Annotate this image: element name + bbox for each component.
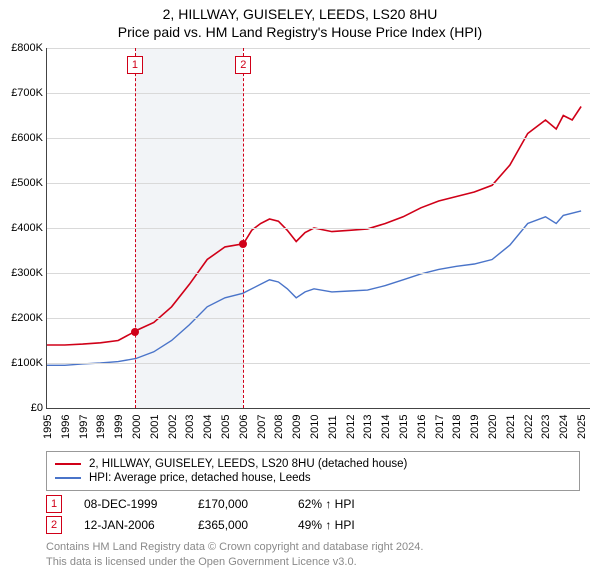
x-tick-label: 2005 [220,415,232,439]
x-tick-label: 2019 [469,415,481,439]
y-tick-label: £200K [3,312,43,324]
series-hpi [47,211,581,365]
x-tick-label: 2010 [309,415,321,439]
x-axis-ticks: 1995199619971998199920002001200220032004… [46,409,590,449]
footer-attribution: Contains HM Land Registry data © Crown c… [46,540,580,570]
sale-date: 08-DEC-1999 [84,497,176,511]
footer-line: This data is licensed under the Open Gov… [46,555,580,570]
event-marker-box: 1 [127,56,143,74]
sales-table: 1 08-DEC-1999 £170,000 62% ↑ HPI 2 12-JA… [46,495,580,534]
sale-dot [239,240,247,248]
x-tick-label: 1997 [78,415,90,439]
y-tick-label: £300K [3,267,43,279]
x-tick-label: 1999 [113,415,125,439]
x-tick-label: 2022 [523,415,535,439]
sale-marker-box: 2 [46,516,62,534]
x-tick-label: 2017 [434,415,446,439]
x-tick-label: 2018 [451,415,463,439]
chart-container: 2, HILLWAY, GUISELEY, LEEDS, LS20 8HU Pr… [0,0,600,570]
x-tick-label: 2007 [256,415,268,439]
chart-title: 2, HILLWAY, GUISELEY, LEEDS, LS20 8HU [0,6,600,22]
x-tick-label: 1996 [60,415,72,439]
x-tick-label: 2023 [540,415,552,439]
sale-price: £170,000 [198,497,276,511]
chart-subtitle: Price paid vs. HM Land Registry's House … [0,24,600,40]
legend-swatch-property [55,463,81,465]
x-tick-label: 1998 [95,415,107,439]
plot-area: £0£100K£200K£300K£400K£500K£600K£700K£80… [46,48,590,409]
x-tick-label: 2001 [149,415,161,439]
x-tick-label: 2006 [238,415,250,439]
x-tick-label: 2020 [487,415,499,439]
y-tick-label: £100K [3,357,43,369]
y-tick-label: £700K [3,87,43,99]
x-tick-label: 2025 [576,415,588,439]
legend-label-property: 2, HILLWAY, GUISELEY, LEEDS, LS20 8HU (d… [89,458,407,470]
sale-delta: 49% ↑ HPI [298,518,355,532]
x-tick-label: 2014 [380,415,392,439]
sale-date: 12-JAN-2006 [84,518,176,532]
event-marker-box: 2 [235,56,251,74]
x-tick-label: 2008 [273,415,285,439]
legend-box: 2, HILLWAY, GUISELEY, LEEDS, LS20 8HU (d… [46,451,580,491]
sale-dot [131,328,139,336]
x-tick-label: 2000 [131,415,143,439]
legend-row: HPI: Average price, detached house, Leed… [55,472,571,484]
x-tick-label: 2015 [398,415,410,439]
event-line [135,48,136,408]
x-tick-label: 2021 [505,415,517,439]
x-tick-label: 2003 [184,415,196,439]
sale-price: £365,000 [198,518,276,532]
footer-line: Contains HM Land Registry data © Crown c… [46,540,580,555]
event-line [243,48,244,408]
sale-row: 1 08-DEC-1999 £170,000 62% ↑ HPI [46,495,580,513]
x-tick-label: 1995 [42,415,54,439]
x-tick-label: 2024 [558,415,570,439]
series-property [47,107,581,346]
legend-swatch-hpi [55,477,81,479]
sale-row: 2 12-JAN-2006 £365,000 49% ↑ HPI [46,516,580,534]
y-tick-label: £800K [3,42,43,54]
x-tick-label: 2011 [327,415,339,439]
chart-titles: 2, HILLWAY, GUISELEY, LEEDS, LS20 8HU Pr… [0,0,600,40]
x-tick-label: 2013 [362,415,374,439]
y-tick-label: £600K [3,132,43,144]
sale-marker-box: 1 [46,495,62,513]
x-tick-label: 2002 [167,415,179,439]
y-tick-label: £500K [3,177,43,189]
sale-delta: 62% ↑ HPI [298,497,355,511]
y-tick-label: £400K [3,222,43,234]
legend-row: 2, HILLWAY, GUISELEY, LEEDS, LS20 8HU (d… [55,458,571,470]
x-tick-label: 2012 [345,415,357,439]
x-tick-label: 2016 [416,415,428,439]
legend-label-hpi: HPI: Average price, detached house, Leed… [89,472,311,484]
x-tick-label: 2009 [291,415,303,439]
x-tick-label: 2004 [202,415,214,439]
y-tick-label: £0 [3,402,43,414]
